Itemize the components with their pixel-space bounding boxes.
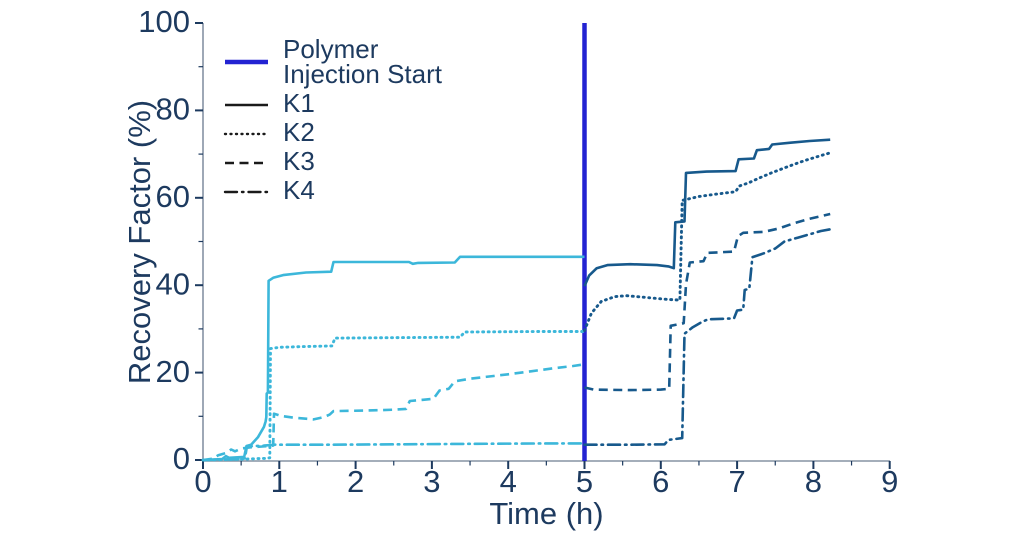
y-axis-tick-label-100: 100 bbox=[138, 4, 190, 39]
y-axis-tick-label-80: 80 bbox=[156, 92, 190, 127]
x-axis-tick-label-5: 5 bbox=[576, 464, 593, 499]
x-axis-tick-label-4: 4 bbox=[500, 464, 517, 499]
x-axis-tick-label-7: 7 bbox=[728, 464, 745, 499]
legend-label-injection-line2: Injection Start bbox=[283, 59, 443, 89]
legend-label-injection-line1: Polymer bbox=[283, 34, 379, 64]
legend-label-k2: K2 bbox=[283, 117, 315, 147]
x-axis-tick-label-2: 2 bbox=[347, 464, 364, 499]
y-axis-tick-label-0: 0 bbox=[173, 441, 190, 476]
series-K1-post_injection-line bbox=[583, 138, 831, 287]
series-K2-pre_injection-line bbox=[201, 330, 586, 462]
series-K4-post_injection-line bbox=[583, 228, 832, 446]
x-axis-tick-label-6: 6 bbox=[652, 464, 669, 499]
y-axis-tick-label-40: 40 bbox=[156, 266, 190, 301]
series-K1-pre_injection-line bbox=[202, 255, 585, 462]
y-axis-tick-label-20: 20 bbox=[156, 354, 190, 389]
x-axis-tick-label-1: 1 bbox=[271, 464, 288, 499]
x-axis-tick-label-0: 0 bbox=[194, 464, 211, 499]
x-axis-tick-label-9: 9 bbox=[881, 464, 898, 499]
y-axis-title: Recovery Factor (%) bbox=[122, 100, 157, 384]
legend-label-k4: K4 bbox=[283, 175, 315, 205]
series-K3-post_injection-line bbox=[584, 212, 831, 392]
x-axis-title: Time (h) bbox=[489, 496, 603, 531]
series-K2-post_injection-line bbox=[583, 151, 832, 333]
series-K4-pre_injection-line bbox=[201, 442, 586, 462]
legend-label-k3: K3 bbox=[283, 146, 315, 176]
x-axis-tick-label-3: 3 bbox=[423, 464, 440, 499]
x-axis-tick-label-8: 8 bbox=[805, 464, 822, 499]
series-K3-pre_injection-line bbox=[202, 363, 585, 462]
legend-label-k1: K1 bbox=[283, 88, 315, 118]
y-axis-tick-label-60: 60 bbox=[156, 179, 190, 214]
